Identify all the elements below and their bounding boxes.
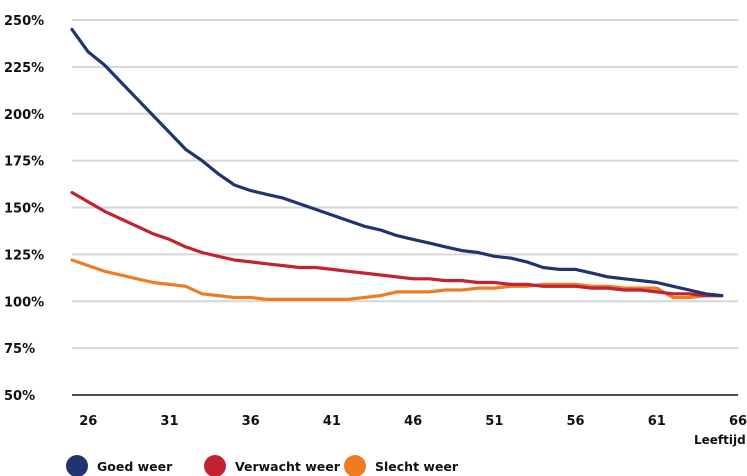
legend-marker <box>66 455 88 476</box>
y-tick-label: 200% <box>4 108 44 123</box>
series-line-goed-weer <box>70 27 724 298</box>
x-axis-tick-labels: 26 31 36 41 46 51 56 61 66 <box>79 414 747 429</box>
y-tick-label: 150% <box>4 202 44 217</box>
legend-item: Slecht weer <box>344 455 459 476</box>
y-tick-label: 225% <box>4 61 44 76</box>
x-axis-label: Leeftijd <box>694 433 746 447</box>
x-tick-label: 56 <box>567 414 585 429</box>
x-tick-label: 31 <box>160 414 178 429</box>
series-lines <box>70 27 724 301</box>
legend: Goed weer Verwacht weer Slecht weer <box>66 455 459 476</box>
y-tick-label: 175% <box>4 155 44 170</box>
grid-lines <box>72 19 738 396</box>
x-tick-label: 51 <box>485 414 503 429</box>
legend-marker <box>344 455 366 476</box>
y-tick-label: 100% <box>4 295 44 310</box>
x-tick-label: 66 <box>729 414 747 429</box>
x-tick-label: 41 <box>323 414 341 429</box>
x-tick-label: 26 <box>79 414 97 429</box>
series-line-verwacht-weer <box>70 190 724 298</box>
x-tick-label: 46 <box>404 414 422 429</box>
series-line-slecht-weer <box>70 258 724 301</box>
y-tick-label: 250% <box>4 14 44 29</box>
legend-label: Slecht weer <box>375 459 459 474</box>
y-tick-label: 50% <box>4 389 35 404</box>
legend-marker <box>204 455 226 476</box>
legend-item: Goed weer <box>66 455 173 476</box>
y-tick-label: 125% <box>4 248 44 263</box>
legend-label: Verwacht weer <box>235 459 341 474</box>
y-axis-tick-labels: 50% 75% 100% 125% 150% 175% 200% 225% 250% <box>4 14 44 404</box>
x-tick-label: 61 <box>648 414 666 429</box>
legend-item: Verwacht weer <box>204 455 341 476</box>
x-tick-label: 36 <box>242 414 260 429</box>
y-tick-label: 75% <box>4 342 35 357</box>
legend-label: Goed weer <box>97 459 173 474</box>
